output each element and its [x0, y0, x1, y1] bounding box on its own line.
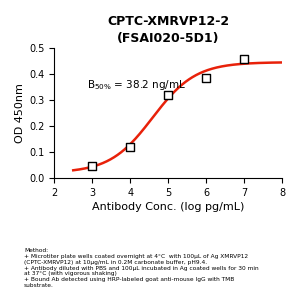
Point [204, 75, 208, 80]
Point [128, 144, 133, 149]
Point [242, 57, 246, 62]
Point [90, 163, 94, 168]
Y-axis label: OD 450nm: OD 450nm [15, 83, 25, 143]
Title: CPTC-XMRVP12-2
(FSAI020-5D1): CPTC-XMRVP12-2 (FSAI020-5D1) [107, 15, 229, 45]
Text: Method:
+ Microtiter plate wells coated overnight at 4°C  with 100μL of Ag XMRVP: Method: + Microtiter plate wells coated … [24, 248, 259, 288]
Point [166, 92, 170, 97]
X-axis label: Antibody Conc. (log pg/mL): Antibody Conc. (log pg/mL) [92, 202, 244, 212]
Text: B$_{50\%}$ = 38.2 ng/mL: B$_{50\%}$ = 38.2 ng/mL [86, 78, 186, 93]
